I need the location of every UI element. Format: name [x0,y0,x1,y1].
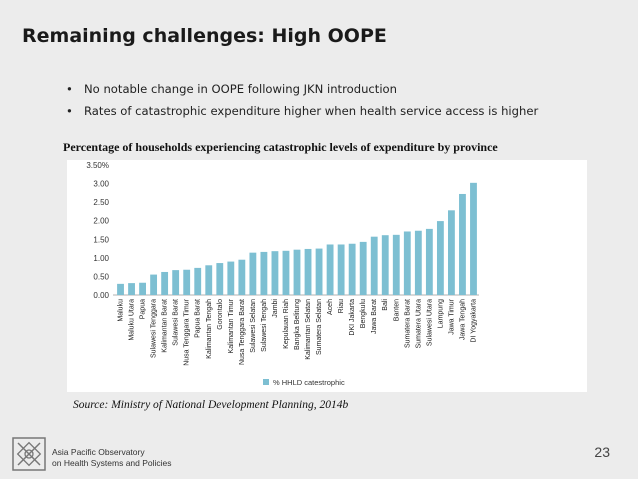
x-tick-label: Sulawesi Tengah [261,299,268,352]
y-tick-label: 0.00 [93,291,109,300]
slide-title: Remaining challenges: High OOPE [22,25,387,47]
x-tick-label: Lampung [437,299,444,328]
bar [293,249,301,295]
bar [172,270,180,295]
bar [459,193,466,295]
bullet-symbol: • [66,104,73,118]
y-tick-label: 1.50 [93,235,109,244]
x-tick-label: Sumatera Selatan [316,299,323,355]
bar [326,244,334,295]
y-tick-label: 2.00 [93,217,109,226]
x-tick-label: Jawa Timur [448,298,455,334]
legend-swatch [263,379,269,385]
bar [216,263,224,295]
legend-label: % HHLD catestrophic [273,378,345,387]
bar [392,234,400,295]
y-tick-label: 1.00 [93,254,109,263]
y-tick-label: 0.50 [93,272,109,281]
x-tick-label: DKI Jakarta [349,299,356,336]
x-tick-label: Banten [393,299,400,321]
bar [205,265,213,295]
bar [425,228,433,295]
bullet-item: • Rates of catastrophic expenditure high… [66,102,538,124]
observatory-logo-icon [12,437,46,471]
bar [448,210,455,295]
bar [183,269,191,295]
x-tick-label: Sulawesi Tenggara [151,299,158,358]
x-tick-label: Kepulauan Riah [283,299,290,349]
x-tick-label: Kalimantan Barat [162,299,169,353]
bar [414,230,422,295]
footer-org-line2: on Health Systems and Policies [52,458,172,468]
bar [370,236,378,295]
x-tick-label: Bangka Belitung [294,299,301,350]
bar [249,252,257,295]
x-tick-label: Aceh [327,299,334,315]
bar [403,231,411,295]
x-tick-label: Papua Barat [195,299,202,338]
x-tick-label: Kalimantan Timur [228,298,235,353]
x-tick-label: Riau [338,299,345,314]
x-tick-label: Sulawesi Utara [426,299,433,346]
x-tick-label: Jawa Tengah [459,299,466,340]
bar [271,251,279,295]
y-tick-label: 3.00 [93,180,109,189]
x-tick-label: Maluku [118,299,125,322]
x-tick-label: Gorontalo [217,299,224,330]
x-tick-label: Sumatera Utara [415,299,422,349]
bar [315,248,323,295]
x-tick-label: Nusa Tenggara Barat [239,299,246,365]
bullet-item: • No notable change in OOPE following JK… [66,80,538,102]
x-tick-label: Jambi [272,299,279,318]
page-number: 23 [594,444,610,460]
bar [337,244,345,295]
x-tick-label: DI Yogyakarta [470,299,477,343]
bar-chart: 0.00 0.50 1.00 1.50 2.00 2.50 3.00 3.50% Maluku M… [86,161,479,387]
bar [150,274,158,295]
bar [436,221,444,295]
x-tick-label: Sulawesi Selatan [250,299,257,353]
bar [227,261,235,295]
x-tick-label: Papua [140,299,147,319]
x-tick-label: Maluku Utara [129,299,136,341]
bar [139,282,146,295]
footer-org-line1: Asia Pacific Observatory [52,447,145,457]
source-note: Source: Ministry of National Development… [73,399,349,411]
bullet-text: Rates of catastrophic expenditure higher… [84,104,539,118]
x-tick-label: Bengkulu [360,299,367,328]
bar [470,182,477,295]
bar [161,271,169,295]
bar [238,259,246,295]
bar [348,243,356,295]
bar [117,283,124,295]
bar [194,267,202,295]
bar [128,283,135,295]
bar [260,251,268,295]
chart-title: Percentage of households experiencing ca… [63,140,498,154]
x-tick-label: Sumatera Barat [404,299,411,348]
bar [304,248,312,295]
x-tick-label: Bali [382,299,389,311]
x-tick-label: Kalimantan Tengah [206,299,213,359]
footer-organization: Asia Pacific Observatory on Health Syste… [52,447,172,469]
bar [359,241,367,295]
bullet-text: No notable change in OOPE following JKN … [84,82,397,96]
bullet-symbol: • [66,82,73,96]
y-tick-label: 2.50 [93,198,109,207]
x-tick-label: Jawa Barat [371,299,378,334]
y-tick-label: 3.50% [86,161,109,170]
chart-card: 0.00 0.50 1.00 1.50 2.00 2.50 3.00 3.50% Maluku M… [67,160,587,392]
x-tick-label: Nusa Tenggara Timur [184,298,191,365]
bullet-list: • No notable change in OOPE following JK… [66,80,538,124]
x-tick-label: Sulawesi Barat [173,299,180,346]
bar [381,235,389,295]
x-tick-label: Kalimantan Selatan [305,299,312,360]
bar [282,250,290,295]
